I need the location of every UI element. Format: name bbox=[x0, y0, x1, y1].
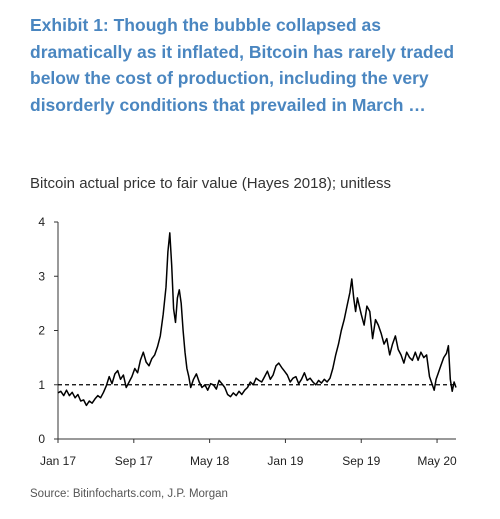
y-axis-ticks: 0 1 2 3 4 bbox=[38, 215, 58, 446]
price-to-fair-value-series-line bbox=[57, 232, 457, 407]
source-note: Source: Bitinfocharts.com, J.P. Morgan bbox=[30, 488, 228, 500]
y-tick-label: 2 bbox=[38, 324, 45, 338]
y-tick-label: 1 bbox=[38, 378, 45, 392]
chart-title: Bitcoin actual price to fair value (Haye… bbox=[30, 175, 392, 192]
x-axis-ticks: Jan 17 Sep 17 May 18 Jan 19 Sep 19 May 20 bbox=[40, 439, 457, 468]
x-tick-label: Sep 19 bbox=[342, 454, 380, 468]
x-tick-label: Jan 17 bbox=[40, 454, 76, 468]
x-tick-label: Jan 19 bbox=[267, 454, 303, 468]
x-tick-label: May 18 bbox=[190, 454, 230, 468]
x-tick-label: May 20 bbox=[417, 454, 457, 468]
x-tick-label: Sep 17 bbox=[115, 454, 153, 468]
exhibit-title: Exhibit 1: Though the bubble collapsed a… bbox=[30, 15, 455, 115]
y-tick-label: 0 bbox=[38, 432, 45, 446]
y-tick-label: 4 bbox=[38, 215, 45, 229]
y-tick-label: 3 bbox=[38, 269, 45, 283]
series-layer bbox=[57, 232, 457, 407]
